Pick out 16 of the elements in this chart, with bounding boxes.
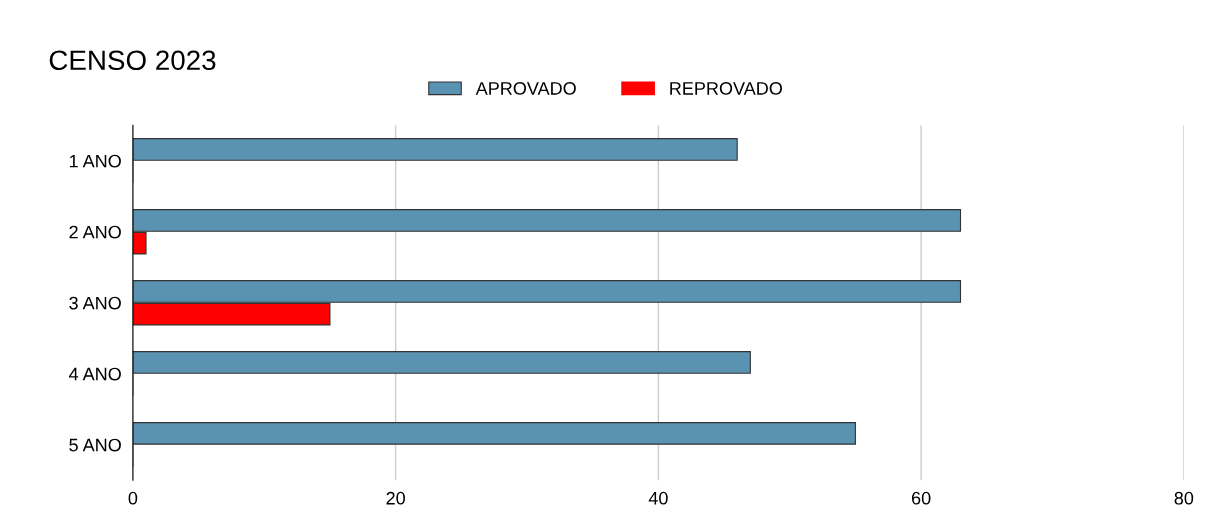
y-tick-label: 4 ANO <box>68 367 121 381</box>
x-tick-label: 80 <box>1174 491 1194 505</box>
x-tick-label: 40 <box>648 491 668 505</box>
legend-label: REPROVADO <box>670 82 782 95</box>
x-tick-label: 60 <box>911 491 931 505</box>
y-tick-label: 5 ANO <box>69 438 121 452</box>
bar <box>132 422 856 445</box>
bar <box>132 138 738 161</box>
chart-title: CENSO 2023 <box>49 50 216 71</box>
y-tick-label: 2 ANO <box>69 225 121 239</box>
y-tick-label: 1 ANO <box>69 154 121 168</box>
x-tick-label: 20 <box>386 491 405 505</box>
y-tick-label: 3 ANO <box>69 296 121 310</box>
x-tick-label: 0 <box>128 491 138 505</box>
bar <box>132 351 751 374</box>
legend-label: APROVADO <box>475 82 576 95</box>
